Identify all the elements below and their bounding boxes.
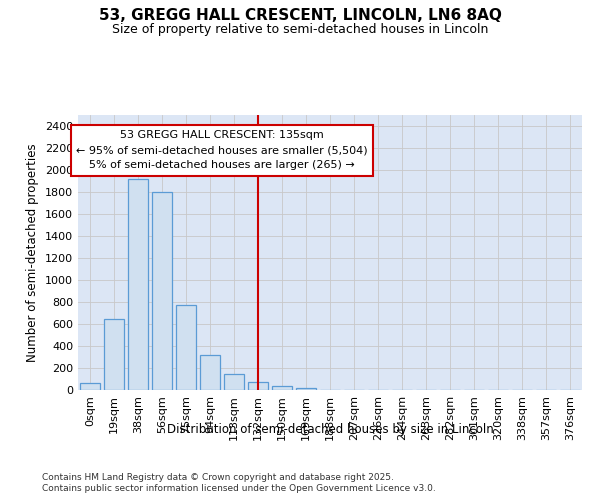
Bar [80,384,100,390]
Text: Distribution of semi-detached houses by size in Lincoln: Distribution of semi-detached houses by … [167,422,493,436]
Text: Contains public sector information licensed under the Open Government Licence v3: Contains public sector information licen… [42,484,436,493]
Text: Contains HM Land Registry data © Crown copyright and database right 2025.: Contains HM Land Registry data © Crown c… [42,472,394,482]
Text: Size of property relative to semi-detached houses in Lincoln: Size of property relative to semi-detach… [112,22,488,36]
Bar [296,388,316,390]
Text: 53 GREGG HALL CRESCENT: 135sqm
← 95% of semi-detached houses are smaller (5,504): 53 GREGG HALL CRESCENT: 135sqm ← 95% of … [76,130,368,170]
Bar [176,306,196,390]
Bar [200,355,220,390]
Bar [224,374,244,390]
Bar [104,319,124,390]
Bar [152,192,172,390]
Bar [272,386,292,390]
Bar [248,382,268,390]
Bar [128,179,148,390]
Text: 53, GREGG HALL CRESCENT, LINCOLN, LN6 8AQ: 53, GREGG HALL CRESCENT, LINCOLN, LN6 8A… [98,8,502,22]
Y-axis label: Number of semi-detached properties: Number of semi-detached properties [26,143,40,362]
